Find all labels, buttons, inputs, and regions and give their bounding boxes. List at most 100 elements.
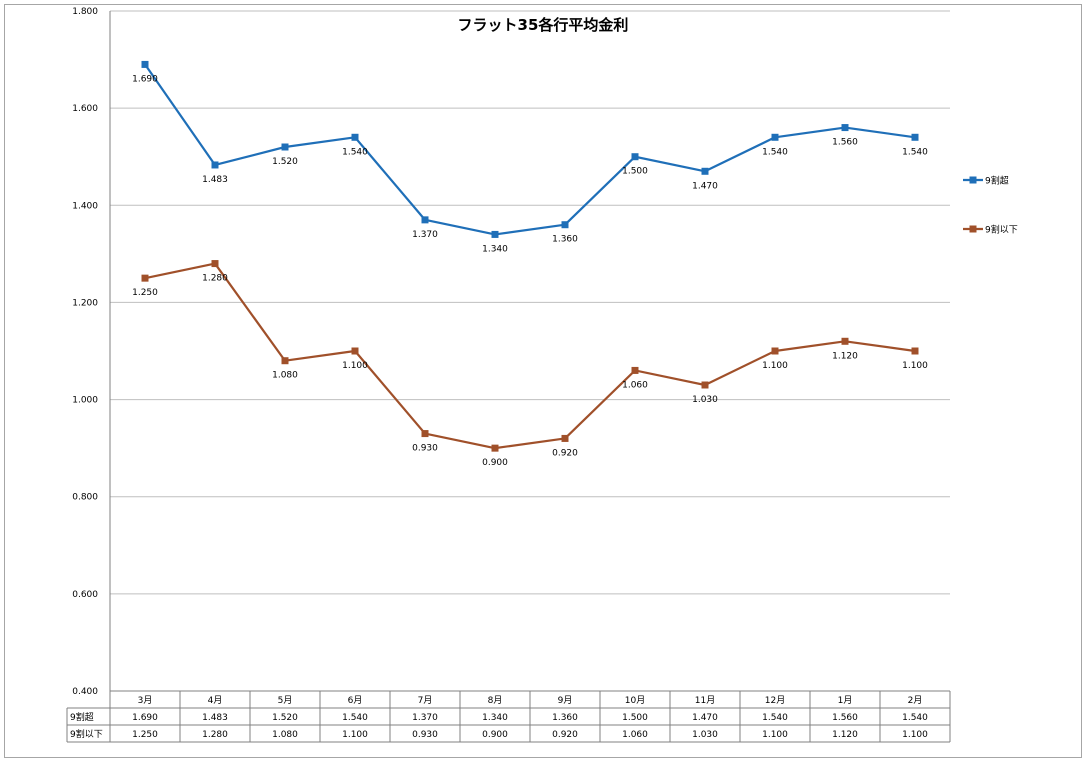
data-point: [351, 133, 359, 141]
x-tick-label: 7月: [418, 695, 433, 706]
data-point: [771, 347, 779, 355]
table-series-name: 9割超: [70, 711, 94, 723]
y-tick-label: 1.600: [72, 104, 98, 114]
data-point: [281, 143, 289, 151]
data-label: 1.520: [272, 157, 298, 167]
data-label: 1.100: [902, 361, 928, 371]
x-tick-label: 5月: [278, 695, 293, 706]
data-point: [701, 381, 709, 389]
y-tick-label: 1.200: [72, 298, 98, 308]
x-tick-label: 2月: [908, 695, 923, 706]
data-label: 1.690: [132, 74, 158, 84]
table-cell: 0.900: [482, 730, 508, 740]
legend-marker: [969, 176, 977, 184]
data-label: 1.340: [482, 244, 508, 254]
table-cell: 1.540: [762, 713, 788, 723]
data-label: 1.030: [692, 395, 718, 405]
line-chart: フラット35各行平均金利 0.400 0.600 0.800 1.000 1.200 1.…: [66, 7, 1018, 743]
y-tick-label: 1.800: [72, 7, 98, 17]
data-point: [421, 216, 429, 224]
data-point: [771, 133, 779, 141]
x-tick-label: 8月: [488, 695, 503, 706]
data-point: [561, 221, 569, 229]
table-cell: 1.100: [902, 730, 928, 740]
legend-label: 9割以下: [985, 224, 1018, 236]
data-label: 1.060: [622, 380, 648, 390]
data-point: [491, 444, 499, 452]
data-label: 1.250: [132, 288, 158, 298]
data-point: [841, 337, 849, 345]
data-point: [631, 153, 639, 161]
table-cell: 0.920: [552, 730, 578, 740]
data-point: [911, 133, 919, 141]
y-tick-label: 0.400: [72, 687, 98, 697]
series-lines: 1.690 1.483 1.520 1.540 1.370 1.340 1.360 1.500…: [132, 60, 928, 468]
table-cell: 1.560: [832, 713, 858, 723]
y-tick-label: 1.400: [72, 201, 98, 211]
data-point: [281, 357, 289, 365]
data-point: [421, 430, 429, 438]
table-cell: 1.120: [832, 730, 858, 740]
table-cell: 1.483: [202, 713, 228, 723]
x-tick-label: 12月: [765, 695, 785, 706]
data-point: [701, 167, 709, 175]
table-cell: 1.280: [202, 730, 228, 740]
data-point: [141, 60, 149, 68]
chart-title: フラット35各行平均金利: [458, 16, 629, 34]
data-label: 0.930: [412, 444, 438, 454]
x-tick-label: 10月: [625, 695, 645, 706]
data-label: 1.080: [272, 371, 298, 381]
data-label: 1.540: [342, 147, 368, 157]
series-line: [144, 63, 916, 236]
legend-item: 9割以下: [963, 224, 1018, 236]
data-label: 1.100: [762, 361, 788, 371]
data-label: 1.470: [692, 181, 718, 191]
series-line: [144, 262, 916, 450]
table-cell: 1.100: [342, 730, 368, 740]
data-label: 1.120: [832, 351, 858, 361]
table-cell: 1.500: [622, 713, 648, 723]
y-tick-label: 0.600: [72, 590, 98, 600]
data-label: 1.540: [762, 147, 788, 157]
table-cell: 1.690: [132, 713, 158, 723]
table-cell: 1.030: [692, 730, 718, 740]
chart-frame: フラット35各行平均金利 0.400 0.600 0.800 1.000 1.200 1.…: [4, 4, 1082, 758]
legend: 9割超 9割以下: [963, 175, 1018, 236]
table-cell: 1.540: [342, 713, 368, 723]
data-label: 1.500: [622, 167, 648, 177]
data-point: [211, 161, 219, 169]
legend-item: 9割超: [963, 175, 1009, 187]
table-cell: 1.080: [272, 730, 298, 740]
x-tick-label: 11月: [695, 695, 715, 706]
data-point: [141, 274, 149, 282]
legend-label: 9割超: [985, 175, 1009, 187]
table-cell: 1.100: [762, 730, 788, 740]
data-label: 1.280: [202, 274, 228, 284]
y-tick-label: 1.000: [72, 396, 98, 406]
table-cell: 1.340: [482, 713, 508, 723]
data-label: 0.900: [482, 458, 508, 468]
y-axis: 0.400 0.600 0.800 1.000 1.200 1.400 1.600 1.800: [72, 7, 111, 697]
data-label: 1.100: [342, 361, 368, 371]
data-point: [631, 366, 639, 374]
table-cell: 0.930: [412, 730, 438, 740]
data-point: [911, 347, 919, 355]
data-point: [211, 260, 219, 268]
data-label: 1.483: [202, 175, 228, 185]
data-label: 0.920: [552, 448, 578, 458]
x-tick-label: 9月: [558, 695, 573, 706]
data-point: [841, 124, 849, 132]
series-1: 1.690 1.483 1.520 1.540 1.370 1.340 1.360 1.500…: [132, 60, 928, 254]
y-tick-label: 0.800: [72, 493, 98, 503]
data-point: [351, 347, 359, 355]
data-label: 1.560: [832, 138, 858, 148]
x-tick-label: 3月: [138, 695, 153, 706]
series-2: 1.250 1.280 1.080 1.100 0.930 0.900 0.920 1.060…: [132, 260, 928, 468]
table-cell: 1.060: [622, 730, 648, 740]
data-table: 3月 4月 5月 6月 7月 8月 9月 10月 11月 12月 1月 2月 9割超 1.690 1.483…: [66, 690, 951, 743]
table-cell: 1.470: [692, 713, 718, 723]
data-point: [491, 230, 499, 238]
x-tick-label: 4月: [208, 695, 223, 706]
data-label: 1.370: [412, 230, 438, 240]
x-tick-label: 1月: [838, 695, 853, 706]
